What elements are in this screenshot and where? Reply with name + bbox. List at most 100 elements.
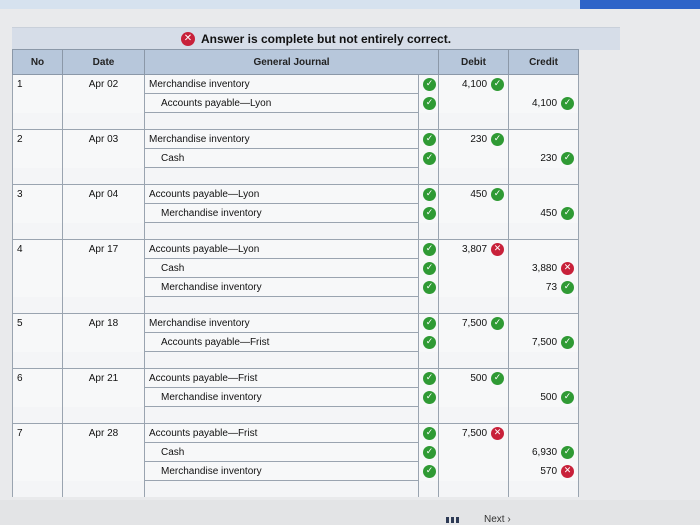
table-row: 5 Apr 18 Merchandise inventory ✓ 7,500 ✓	[12, 313, 580, 333]
debit-field[interactable]: 7,500 ✕	[438, 423, 510, 443]
spacer-cell	[438, 222, 510, 240]
credit-field[interactable]	[508, 368, 580, 388]
account-status: ✓	[417, 387, 440, 407]
account-status: ✓	[417, 93, 440, 113]
entry-number	[12, 203, 63, 223]
table-row: Merchandise inventory ✓ 450 ✓	[12, 203, 580, 223]
debit-field[interactable]	[438, 93, 510, 113]
top-strip-accent	[580, 0, 700, 9]
debit-field[interactable]	[438, 387, 510, 407]
header-no: No	[12, 49, 63, 75]
table-row: 2 Apr 03 Merchandise inventory ✓ 230 ✓	[12, 129, 580, 149]
debit-value: 230	[470, 133, 488, 145]
credit-field[interactable]: 500 ✓	[508, 387, 580, 407]
account-select[interactable]: Accounts payable—Lyon	[144, 93, 419, 113]
credit-field[interactable]: 3,880 ✕	[508, 258, 580, 278]
credit-field[interactable]	[508, 239, 580, 259]
debit-field[interactable]	[438, 461, 510, 481]
entry-number	[12, 258, 63, 278]
account-select[interactable]: Cash	[144, 148, 419, 168]
credit-field[interactable]: 450 ✓	[508, 203, 580, 223]
credit-value: 230	[540, 152, 558, 164]
debit-field[interactable]	[438, 148, 510, 168]
credit-value: 570	[540, 465, 558, 477]
account-select[interactable]: Accounts payable—Frist	[144, 332, 419, 352]
account-select[interactable]: Accounts payable—Lyon	[144, 239, 419, 259]
check-icon: ✓	[423, 132, 436, 146]
table-row: Accounts payable—Frist ✓ 7,500 ✓	[12, 332, 580, 352]
debit-field[interactable]: 500 ✓	[438, 368, 510, 388]
entry-number	[12, 148, 63, 168]
check-icon: ✓	[561, 335, 575, 349]
account-select[interactable]: Merchandise inventory	[144, 387, 419, 407]
account-select[interactable]: Merchandise inventory	[144, 313, 419, 333]
account-select[interactable]: Accounts payable—Frist	[144, 368, 419, 388]
entry-date	[62, 148, 145, 168]
debit-field[interactable]	[438, 442, 510, 462]
credit-field[interactable]: 570 ✕	[508, 461, 580, 481]
entry-number	[12, 461, 63, 481]
account-status: ✓	[417, 74, 440, 94]
spacer-cell	[417, 406, 440, 424]
debit-field[interactable]: 230 ✓	[438, 129, 510, 149]
debit-field[interactable]	[438, 332, 510, 352]
debit-field[interactable]	[438, 258, 510, 278]
account-status: ✓	[417, 332, 440, 352]
table-row: Cash ✓ 6,930 ✓	[12, 442, 580, 462]
table-row: 3 Apr 04 Accounts payable—Lyon ✓ 450 ✓	[12, 184, 580, 204]
account-status: ✓	[417, 313, 440, 333]
debit-field[interactable]: 4,100 ✓	[438, 74, 510, 94]
account-select[interactable]: Merchandise inventory	[144, 129, 419, 149]
grid-icon[interactable]	[446, 517, 460, 523]
credit-field[interactable]	[508, 129, 580, 149]
debit-value: 3,807	[461, 243, 488, 255]
credit-field[interactable]	[508, 423, 580, 443]
spacer-cell	[62, 296, 145, 314]
spacer-cell	[508, 351, 580, 369]
credit-field[interactable]	[508, 313, 580, 333]
next-button[interactable]: Next ›	[484, 514, 511, 525]
account-select[interactable]: Merchandise inventory	[144, 277, 419, 297]
credit-field[interactable]: 6,930 ✓	[508, 442, 580, 462]
spacer-cell	[12, 112, 63, 130]
account-select[interactable]: Merchandise inventory	[144, 461, 419, 481]
check-icon: ✓	[491, 316, 505, 330]
credit-value: 4,100	[531, 97, 558, 109]
entry-number: 1	[12, 74, 63, 94]
credit-field[interactable]: 73 ✓	[508, 277, 580, 297]
debit-field[interactable]	[438, 277, 510, 297]
general-journal-table: No Date General Journal Debit Credit 1 Ap…	[12, 49, 580, 497]
spacer-cell	[417, 112, 440, 130]
spacer-cell	[417, 167, 440, 185]
account-select[interactable]: Merchandise inventory	[144, 203, 419, 223]
account-select[interactable]: Accounts payable—Frist	[144, 423, 419, 443]
debit-field[interactable]: 450 ✓	[438, 184, 510, 204]
entry-number	[12, 332, 63, 352]
bottom-bar	[0, 500, 700, 525]
spacer-cell	[438, 296, 510, 314]
account-select[interactable]: Cash	[144, 442, 419, 462]
entry-date	[62, 442, 145, 462]
account-select[interactable]: Merchandise inventory	[144, 74, 419, 94]
credit-field[interactable]: 230 ✓	[508, 148, 580, 168]
debit-field[interactable]: 7,500 ✓	[438, 313, 510, 333]
spacer-cell	[12, 406, 63, 424]
spacer-cell	[438, 167, 510, 185]
spacer-cell	[12, 222, 63, 240]
credit-field[interactable]: 4,100 ✓	[508, 93, 580, 113]
spacer-cell	[438, 112, 510, 130]
check-icon: ✓	[423, 464, 436, 478]
debit-field[interactable]: 3,807 ✕	[438, 239, 510, 259]
account-select[interactable]: Cash	[144, 258, 419, 278]
debit-field[interactable]	[438, 203, 510, 223]
x-icon: ✕	[491, 426, 505, 440]
credit-field[interactable]	[508, 74, 580, 94]
credit-field[interactable]	[508, 184, 580, 204]
spacer-cell	[438, 406, 510, 424]
spacer-cell	[508, 222, 580, 240]
spacer-cell	[62, 112, 145, 130]
credit-field[interactable]: 7,500 ✓	[508, 332, 580, 352]
account-select[interactable]: Accounts payable—Lyon	[144, 184, 419, 204]
row-spacer	[12, 167, 580, 185]
row-spacer	[12, 222, 580, 240]
